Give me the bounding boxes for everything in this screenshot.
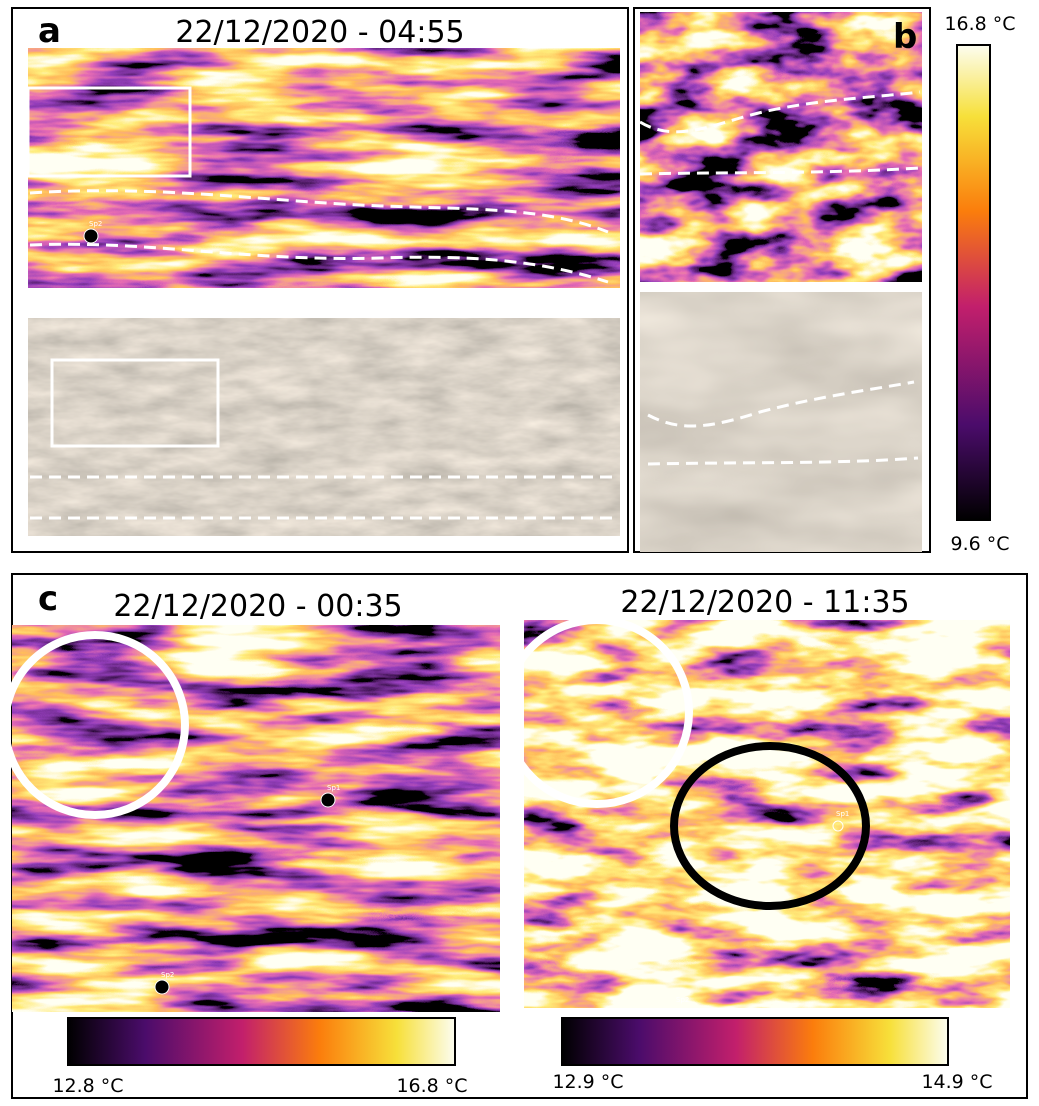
panel-title: 22/12/2020 - 04:55	[175, 15, 464, 50]
thermal-image	[12, 625, 500, 1012]
spot-label: Sp1	[836, 810, 849, 818]
panel-label: a	[38, 11, 61, 51]
scale-min: 9.6 °C	[950, 533, 1009, 555]
scale-max: 14.9 °C	[921, 1071, 992, 1093]
panel-label: b	[893, 17, 917, 57]
page: a 22/12/2020 - 04:55 Sp2 b 16.8 °C 9.6 °…	[0, 0, 1039, 1106]
spot-marker	[321, 793, 335, 807]
photo	[28, 318, 620, 536]
color-scale	[562, 1018, 948, 1065]
scale-min: 12.9 °C	[552, 1071, 623, 1093]
spot-marker	[155, 980, 169, 994]
spot-label: Sp2	[89, 220, 102, 228]
color-scale	[957, 45, 990, 520]
spot-label: Sp2	[676, 996, 689, 1004]
spot-marker	[84, 229, 98, 243]
panel-title: 22/12/2020 - 00:35	[113, 589, 402, 624]
panel-title: 22/12/2020 - 11:35	[620, 585, 909, 620]
spot-label: Sp1	[327, 784, 340, 792]
photo	[640, 292, 922, 552]
figure: a 22/12/2020 - 04:55 Sp2 b 16.8 °C 9.6 °…	[0, 0, 1039, 1106]
scale-max: 16.8 °C	[396, 1075, 467, 1097]
scale-min: 12.8 °C	[52, 1075, 123, 1097]
spot-label: Sp2	[161, 971, 174, 979]
scale-max: 16.8 °C	[944, 13, 1015, 35]
thermal-image	[28, 48, 620, 288]
color-scale	[68, 1018, 455, 1065]
thermal-image	[640, 12, 922, 282]
thermal-image	[524, 620, 1010, 1008]
panel-label: c	[38, 579, 58, 619]
